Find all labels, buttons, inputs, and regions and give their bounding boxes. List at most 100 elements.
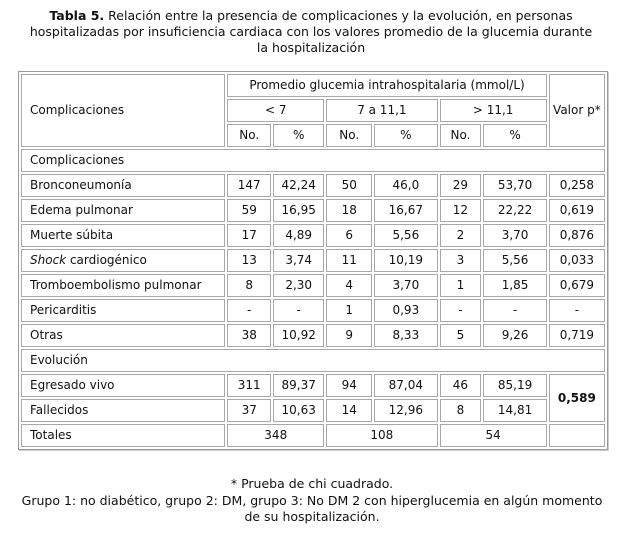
data-cell: 0,93 (374, 299, 438, 322)
data-cell: 42,24 (273, 174, 325, 197)
table-row: Egresado vivo 311 89,37 94 87,04 46 85,19 0,589 (21, 374, 605, 422)
p-value: 0,619 (548, 199, 605, 222)
header-range: 7 a 11,1 (326, 99, 438, 122)
p-value: - (548, 299, 605, 322)
data-cell: - (483, 299, 547, 322)
data-cell: 50 (326, 174, 373, 197)
footnote: Grupo 1: no diabético, grupo 2: DM, grup… (21, 492, 603, 525)
header-cell: Complicaciones (21, 74, 226, 147)
data-cell: 10,92 (273, 324, 325, 347)
data-cell: 3 (439, 249, 482, 272)
table-row: Shock cardiogénico 13 3,74 11 10,19 3 5,56 0,03… (21, 249, 605, 272)
data-cell: 8 (227, 274, 272, 297)
section-title: Complicaciones (21, 149, 605, 172)
table-row: Edema pulmonar 59 16,95 18 16,67 12 22,22 0,619 (21, 199, 605, 222)
table-row: Bronconeumonía 147 42,24 50 46,0 29 53,70 0,258 (21, 174, 605, 197)
row-label-text: Edema pulmonar (30, 203, 133, 217)
row-label: Pericarditis (21, 299, 226, 322)
data-cell: 2 (439, 224, 482, 247)
p-value: 0,589 (548, 374, 605, 422)
data-cell: 89,37 (273, 374, 325, 397)
caption-label: Tabla 5. (49, 8, 105, 23)
data-cell: 1 (439, 274, 482, 297)
row-label-emph: Shock (30, 253, 67, 267)
header-cell: Valor p* (548, 74, 605, 147)
data-cell: 3,70 (374, 274, 438, 297)
data-cell: 12 (439, 199, 482, 222)
data-cell: - (227, 299, 272, 322)
data-cell: - (439, 299, 482, 322)
total-cell: 348 (227, 424, 325, 447)
row-label: Otras (21, 324, 226, 347)
row-label-text: Pericarditis (30, 303, 97, 317)
header-subcell: No. (227, 124, 272, 147)
data-cell: 4,89 (273, 224, 325, 247)
data-cell: 2,30 (273, 274, 325, 297)
data-cell: 46,0 (374, 174, 438, 197)
data-cell: 3,70 (483, 224, 547, 247)
table-row: No.% No.% No.% (21, 124, 605, 147)
header-range: < 7 (227, 99, 325, 122)
row-label: Totales (21, 424, 226, 447)
row-label-text: Muerte súbita (30, 228, 114, 242)
data-cell: 11 (326, 249, 373, 272)
header-subcell: % (483, 124, 547, 147)
total-cell: 54 (439, 424, 547, 447)
data-cell: 94 (326, 374, 373, 397)
total-cell: 108 (326, 424, 438, 447)
data-cell: 46 (439, 374, 482, 397)
data-cell: 6 (326, 224, 373, 247)
row-label-text: Bronconeumonía (30, 178, 132, 192)
header-subcell: % (273, 124, 325, 147)
row-label: Edema pulmonar (21, 199, 226, 222)
row-label-text: Egresado vivo (30, 378, 115, 392)
p-value: 0,679 (548, 274, 605, 297)
empty-cell (548, 424, 605, 447)
header-subcell: No. (439, 124, 482, 147)
data-cell: 12,96 (374, 399, 438, 422)
row-label: Fallecidos (21, 399, 226, 422)
caption-text: Relación entre la presencia de complicac… (29, 8, 593, 55)
data-cell: 22,22 (483, 199, 547, 222)
row-label: Egresado vivo (21, 374, 226, 397)
row-label: Muerte súbita (21, 224, 226, 247)
table-body: Complicaciones Promedio glucemia intrahos… (21, 74, 605, 447)
data-cell: 5 (439, 324, 482, 347)
table-row: Evolución (21, 349, 605, 372)
data-cell: 29 (439, 174, 482, 197)
p-value: 0,258 (548, 174, 605, 197)
section-title: Evolución (21, 349, 605, 372)
table-row: Fallecidos 37 10,63 14 12,96 8 14,81 (21, 399, 605, 422)
data-cell: 17 (227, 224, 272, 247)
data-cell: 53,70 (483, 174, 547, 197)
row-label: Shock cardiogénico (21, 249, 226, 272)
data-cell: 3,74 (273, 249, 325, 272)
table-row: Complicaciones Promedio glucemia intrahos… (21, 74, 605, 147)
row-label: Tromboembolismo pulmonar (21, 274, 226, 297)
header-subcell: % (374, 124, 438, 147)
data-cell: 8,33 (374, 324, 438, 347)
data-cell: 16,95 (273, 199, 325, 222)
header-range: > 11,1 (439, 99, 547, 122)
table: Complicaciones Promedio glucemia intrahos… (18, 71, 608, 450)
table-row: Totales 348 108 54 (21, 424, 605, 447)
data-cell: 10,63 (273, 399, 325, 422)
data-cell: 18 (326, 199, 373, 222)
data-cell: 4 (326, 274, 373, 297)
p-value: 0,719 (548, 324, 605, 347)
row-label-text: Fallecidos (30, 403, 89, 417)
data-cell: 10,19 (374, 249, 438, 272)
table-row: Otras 38 10,92 9 8,33 5 9,26 0,719 (21, 324, 605, 347)
data-cell: 14,81 (483, 399, 547, 422)
data-cell: 9 (326, 324, 373, 347)
data-cell: 87,04 (374, 374, 438, 397)
row-label-text: cardiogénico (69, 253, 147, 267)
data-cell: 9,26 (483, 324, 547, 347)
data-cell: 16,67 (374, 199, 438, 222)
data-cell: 147 (227, 174, 272, 197)
data-cell: 37 (227, 399, 272, 422)
data-cell: 5,56 (374, 224, 438, 247)
table-row: Complicaciones (21, 149, 605, 172)
header-subcell: No. (326, 124, 373, 147)
